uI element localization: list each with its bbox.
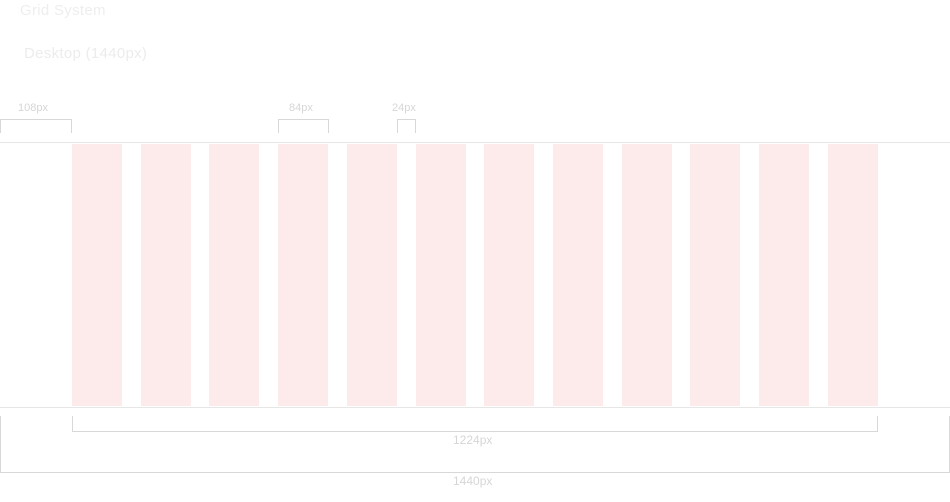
margin-width-label: 108px [18,102,48,114]
column-width-label: 84px [289,102,313,114]
page-width-label: 1440px [453,474,493,488]
grid-column [828,144,878,406]
grid-column [416,144,466,406]
grid-column [72,144,122,406]
grid-column [347,144,397,406]
content-width-bracket [72,416,878,432]
grid-column [759,144,809,406]
page-width-bracket [0,416,950,473]
grid-bottom-line [0,407,950,408]
grid-column [690,144,740,406]
page-title: Grid System [20,2,106,19]
content-width-label: 1224px [453,433,493,447]
gutter-width-label: 24px [392,102,416,114]
grid-column [622,144,672,406]
grid-column [484,144,534,406]
grid-column [553,144,603,406]
column-bracket [278,119,329,133]
grid-column [141,144,191,406]
grid-top-line [0,142,950,143]
page-subtitle: Desktop (1440px) [24,45,148,62]
grid-column [209,144,259,406]
grid-column [278,144,328,406]
margin-bracket [0,119,72,133]
gutter-bracket [397,119,416,133]
